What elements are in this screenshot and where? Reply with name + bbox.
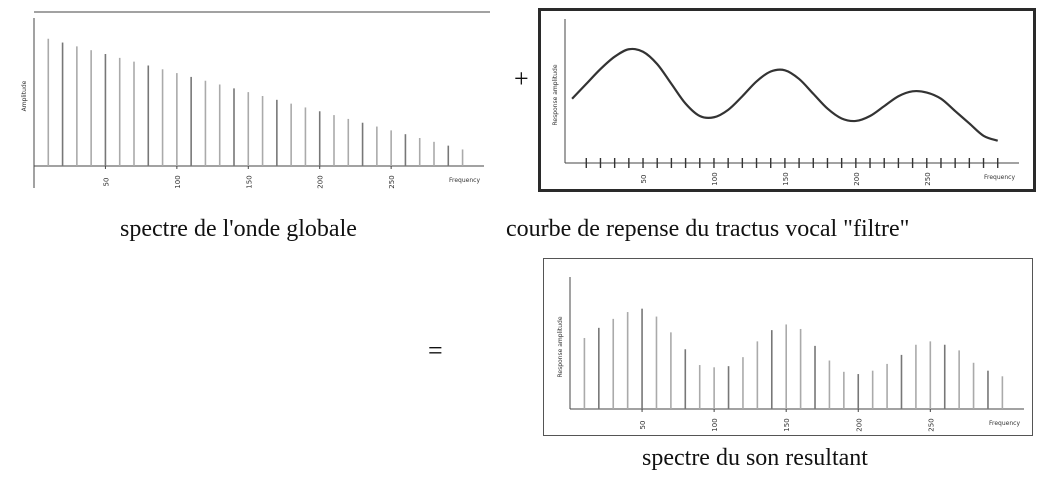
x-axis-title: Frequency — [984, 174, 1015, 181]
resulting-spectrum-panel: Response amplitude 50 100 150 200 250 Frequenc… — [543, 258, 1033, 436]
x-tick-label: 150 — [783, 418, 791, 431]
x-tick-label: 150 — [245, 175, 253, 188]
x-tick-label: 100 — [711, 172, 719, 185]
x-axis-title: Frequency — [989, 420, 1020, 427]
response-curve — [571, 47, 999, 142]
vocal-tract-response-chart: Response amplitude 50 100 150 200 250 Frequenc… — [552, 19, 1019, 186]
x-axis-title: Frequency — [449, 177, 480, 184]
x-tick-label: 200 — [853, 172, 861, 185]
glottal-spectrum-panel: Amplitude 50 100 150 200 250 Frequency — [8, 8, 492, 190]
x-tick-label: 250 — [388, 175, 396, 188]
y-axis-title: Amplitude — [21, 80, 28, 111]
x-tick-label: 250 — [927, 418, 935, 431]
x-tick-label: 50 — [639, 421, 647, 430]
glottal-spectrum-caption: spectre de l'onde globale — [120, 216, 357, 242]
resulting-spectrum-caption: spectre du son resultant — [642, 445, 868, 471]
vocal-tract-response-caption: courbe de repense du tractus vocal "filt… — [506, 216, 910, 242]
vocal-tract-response-panel: Response amplitude 50 100 150 200 250 Frequenc… — [538, 8, 1036, 192]
x-tick-label: 50 — [102, 178, 110, 187]
plus-operator: + — [514, 64, 529, 93]
resulting-spectrum-chart: Response amplitude 50 100 150 200 250 Frequenc… — [557, 277, 1024, 432]
y-axis-title: Response amplitude — [557, 316, 564, 377]
x-tick-label: 250 — [924, 172, 932, 185]
x-tick-label: 100 — [174, 175, 182, 188]
equals-operator: = — [428, 336, 443, 365]
x-tick-label: 200 — [855, 418, 863, 431]
x-tick-label: 150 — [782, 172, 790, 185]
glottal-spectrum-chart: Amplitude 50 100 150 200 250 Frequency — [21, 11, 490, 189]
y-axis-title: Response amplitude — [552, 64, 559, 125]
x-tick-label: 200 — [317, 175, 325, 188]
x-tick-label: 100 — [711, 418, 719, 431]
x-tick-label: 50 — [640, 175, 648, 184]
